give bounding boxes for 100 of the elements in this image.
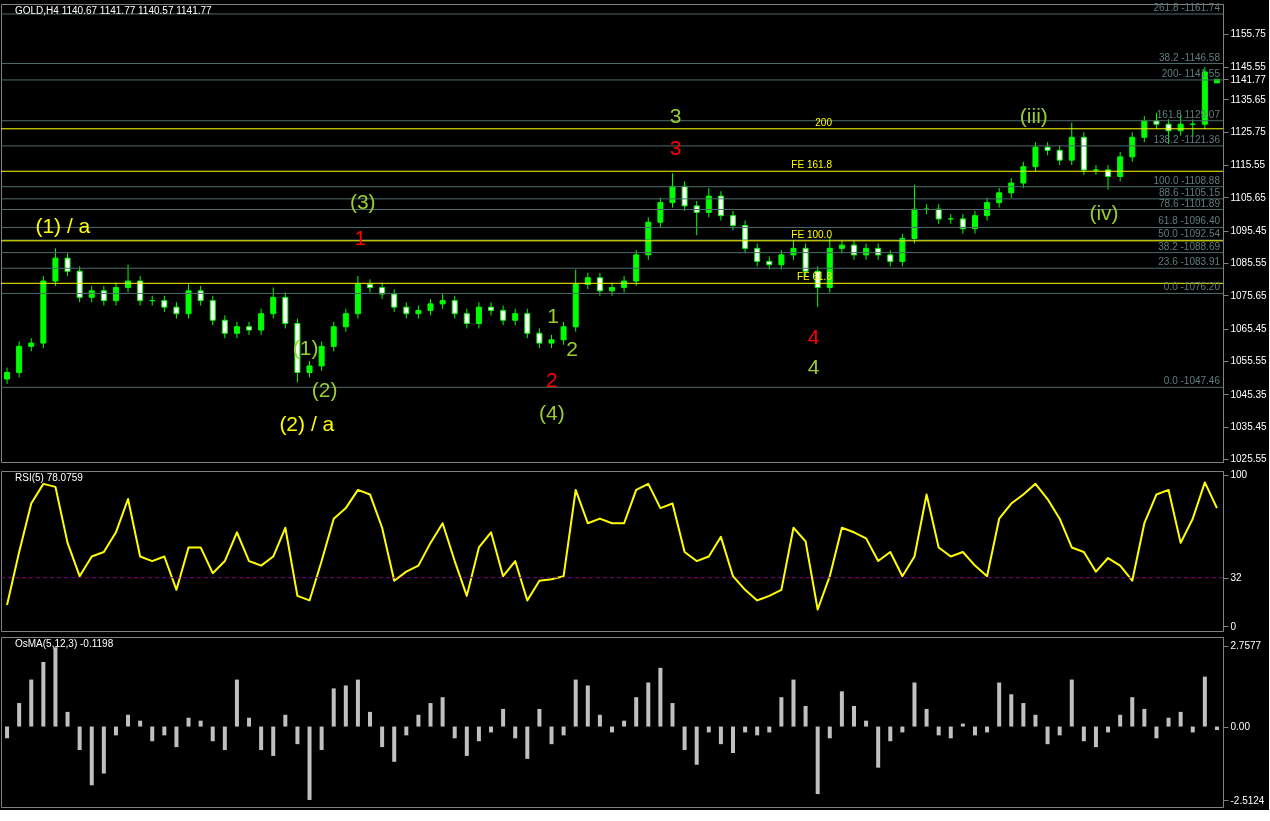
candlestick	[850, 239, 857, 261]
bar	[1130, 697, 1135, 727]
bar	[1081, 726, 1086, 742]
candlestick	[221, 314, 228, 339]
candlestick	[246, 321, 253, 336]
bar	[186, 717, 191, 727]
candlestick	[270, 287, 277, 320]
bar	[936, 726, 941, 736]
y-tick-label: 1115.55	[1230, 159, 1266, 171]
y-tick-label: 32	[1230, 572, 1243, 584]
annotation: 200	[815, 116, 833, 128]
bar	[537, 708, 542, 727]
bar	[452, 726, 457, 739]
y-tick-label: 1135.65	[1230, 93, 1267, 105]
annotation: 3	[669, 135, 682, 159]
bar	[1069, 679, 1074, 727]
bar	[319, 726, 324, 751]
bar	[888, 726, 893, 742]
bar	[815, 726, 820, 795]
bar	[682, 726, 687, 751]
candlestick	[1068, 122, 1075, 166]
bar	[585, 685, 590, 727]
bar	[1045, 726, 1050, 745]
candlestick	[1092, 164, 1099, 176]
bar	[779, 697, 784, 727]
y-tick-label: 1155.75	[1230, 28, 1267, 40]
bar	[549, 726, 554, 745]
chart-title: GOLD,H4 1140.67 1141.77 1140.57 1141.77	[15, 5, 213, 16]
bar	[259, 726, 264, 751]
ref-line-label: FE 61.8	[796, 271, 833, 283]
bar	[271, 726, 276, 756]
annotation: 38.2 -1088.69	[1158, 240, 1221, 252]
bar	[355, 679, 360, 727]
candlestick	[185, 283, 192, 320]
bar	[247, 717, 252, 727]
bar	[101, 726, 106, 774]
y-tick-label: 100	[1230, 469, 1248, 481]
bar	[440, 697, 445, 727]
annotation: (iii)	[1019, 104, 1048, 128]
bar	[138, 720, 143, 727]
bar	[791, 679, 796, 727]
candlestick	[1141, 115, 1148, 143]
bar	[234, 679, 239, 727]
y-tick-label: 0	[1230, 620, 1237, 632]
candlestick	[258, 308, 265, 336]
bar	[1057, 726, 1062, 736]
bar	[1202, 676, 1207, 727]
bar	[1118, 714, 1123, 727]
bar	[803, 706, 808, 727]
candlestick	[959, 213, 966, 235]
candlestick	[197, 285, 204, 307]
bar	[827, 726, 832, 739]
candlestick	[609, 282, 615, 297]
bar	[718, 726, 723, 745]
bar	[210, 726, 215, 742]
bar	[1009, 694, 1014, 727]
y-tick-label: 1025.55	[1230, 453, 1268, 465]
annotation: (iv)	[1089, 201, 1119, 225]
candlestick	[1105, 164, 1112, 191]
candlestick	[596, 272, 603, 297]
bar	[948, 726, 953, 739]
bar	[622, 720, 627, 727]
candlestick	[342, 308, 349, 333]
ref-line-label: FE 161.8	[791, 159, 833, 171]
candlestick	[935, 203, 942, 225]
candlestick	[1129, 131, 1136, 163]
annotation: (2) / a	[279, 412, 335, 436]
annotation: 100.0 -1108.88	[1153, 174, 1221, 186]
candlestick	[524, 308, 531, 339]
bar	[380, 726, 385, 748]
candlestick	[1020, 161, 1027, 189]
bar	[89, 726, 94, 786]
candlestick	[488, 301, 495, 316]
bar	[1021, 703, 1026, 727]
y-tick-label: 1145.55	[1230, 61, 1267, 73]
annotation: 2	[546, 367, 558, 391]
candlestick	[209, 295, 216, 326]
bar	[5, 726, 10, 739]
candlestick	[100, 285, 107, 307]
bar	[634, 697, 639, 727]
bar	[670, 703, 675, 727]
annotation: 23.6 -1083.91	[1158, 256, 1221, 268]
bar	[368, 711, 373, 727]
bar	[839, 691, 844, 727]
y-tick-label: 0.00	[1230, 721, 1251, 733]
candlestick	[463, 308, 470, 329]
bar	[755, 726, 760, 736]
y-tick-label: 1141.77	[1230, 73, 1267, 85]
candlestick	[330, 321, 337, 352]
candlestick	[1056, 144, 1063, 166]
candlestick	[560, 321, 567, 346]
candlestick	[367, 278, 374, 293]
y-tick-label: 1065.45	[1230, 323, 1268, 335]
bar	[658, 667, 663, 727]
bar	[77, 726, 82, 751]
bar	[646, 682, 651, 727]
annotation: 88.6 -1105.15	[1159, 186, 1221, 198]
y-tick-label: 1085.55	[1230, 257, 1268, 269]
candlestick	[318, 340, 325, 372]
bar	[694, 726, 699, 765]
